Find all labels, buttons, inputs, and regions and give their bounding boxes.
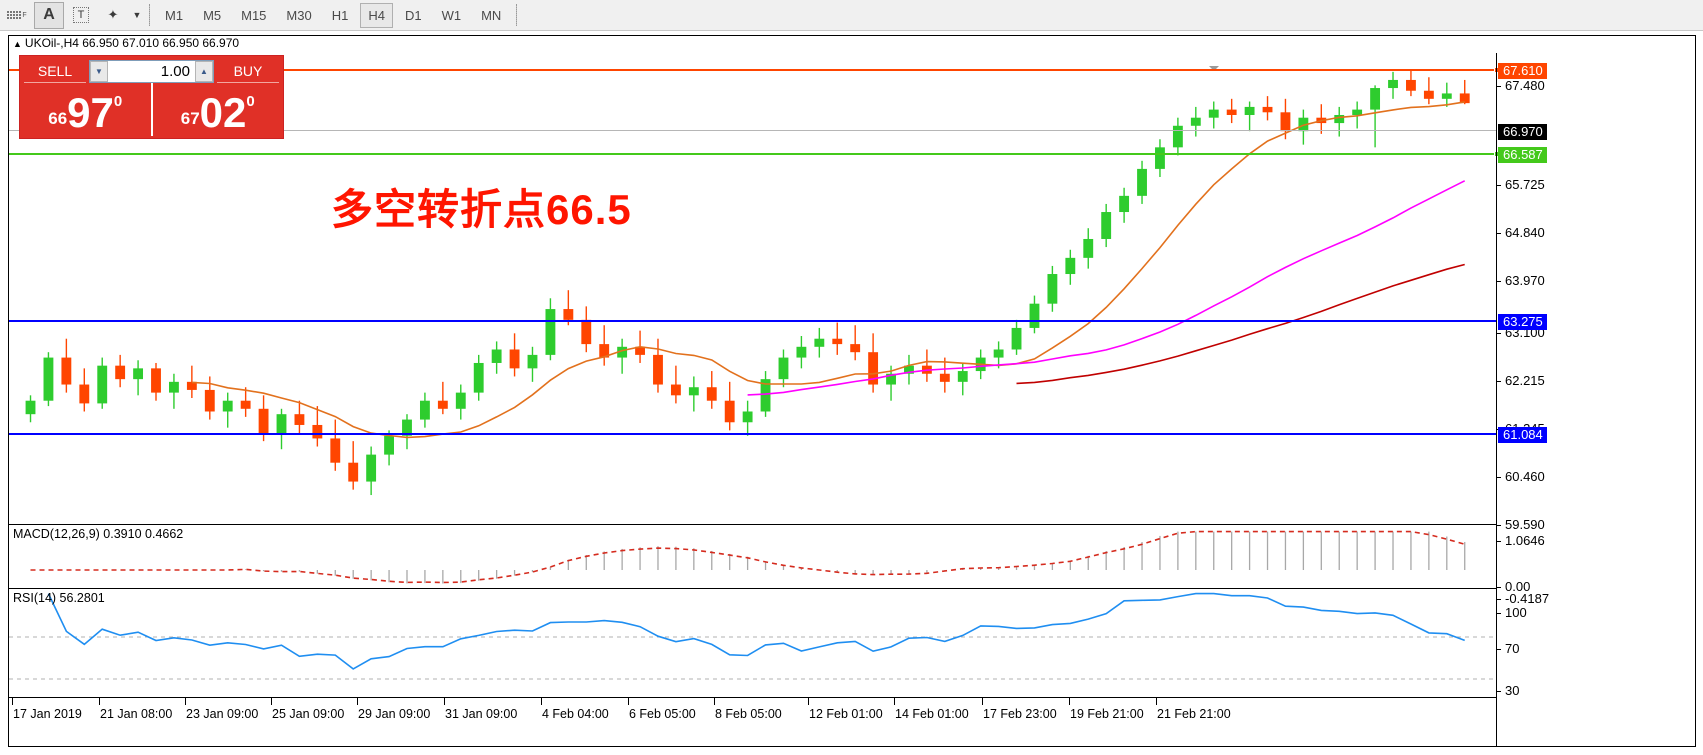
rsi-tick: 30 — [1497, 683, 1519, 698]
support-label[interactable]: 66.587 — [1498, 147, 1547, 163]
timeframe-h4[interactable]: H4 — [360, 2, 393, 28]
rsi-series — [9, 592, 1497, 680]
time-tick: 25 Jan 09:00 — [270, 697, 345, 721]
chevron-down-icon[interactable]: ▼ — [132, 10, 142, 20]
buy-price-display[interactable]: 67 02 0 — [150, 83, 284, 136]
price-pane[interactable]: 多空转折点66.5 — [9, 53, 1500, 522]
timeframe-m30[interactable]: M30 — [286, 7, 312, 23]
candlestick-series — [25, 69, 1470, 496]
rsi-pane[interactable]: RSI(14) 56.2801 — [9, 588, 1497, 696]
sell-price-big: 66 — [48, 109, 68, 128]
time-tick: 4 Feb 04:00 — [541, 697, 609, 721]
sell-price-small: 0 — [113, 93, 123, 110]
time-tick: 17 Jan 2019 — [12, 697, 82, 721]
sell-price-mid: 97 — [67, 89, 114, 136]
grid-toggle-icon[interactable]: F — [2, 2, 32, 29]
current-price-line — [9, 130, 1497, 131]
timeframe-mn[interactable]: MN — [481, 7, 502, 23]
price-tick: 60.460 — [1497, 469, 1545, 484]
toolbar-divider — [149, 4, 150, 26]
time-tick: 21 Jan 08:00 — [98, 697, 173, 721]
sell-price-display[interactable]: 66 97 0 — [20, 83, 151, 136]
support-line[interactable] — [9, 151, 1500, 157]
order-panel-top: SELL ▼ 1.00 ▲ BUY — [20, 56, 283, 83]
current-price-label: 66.970 — [1498, 124, 1547, 140]
time-tick: 14 Feb 01:00 — [894, 697, 969, 721]
chart-window: ▲ UKOil-,H4 66.950 67.010 66.950 66.970 多… — [8, 35, 1696, 747]
timeframe-m1[interactable]: M1 — [165, 7, 184, 23]
rsi-label: RSI(14) 56.2801 — [13, 591, 105, 605]
chart-header: ▲ UKOil-,H4 66.950 67.010 66.950 66.970 — [9, 36, 1695, 52]
time-tick: 17 Feb 23:00 — [982, 697, 1057, 721]
macd-label: MACD(12,26,9) 0.3910 0.4662 — [13, 527, 184, 541]
time-tick: 29 Jan 09:00 — [356, 697, 431, 721]
collapse-icon[interactable]: ▲ — [13, 39, 22, 49]
text-object-icon[interactable]: T — [66, 2, 96, 29]
buy-price-big: 67 — [180, 109, 200, 128]
price-tick: 67.480 — [1497, 78, 1545, 93]
buy-price-mid: 02 — [199, 89, 247, 136]
time-tick: 6 Feb 05:00 — [628, 697, 696, 721]
toolbar-divider-2 — [516, 4, 518, 26]
time-tick: 21 Feb 21:00 — [1156, 697, 1231, 721]
macd-tick: 1.0646 — [1497, 533, 1545, 548]
time-tick: 19 Feb 21:00 — [1069, 697, 1144, 721]
line-label-63275[interactable]: 63.275 — [1498, 314, 1547, 330]
macd-tick: -0.4187 — [1497, 591, 1549, 606]
volume-decrement-icon[interactable]: ▼ — [90, 60, 108, 82]
time-tick: 23 Jan 09:00 — [184, 697, 259, 721]
time-tick: 8 Feb 05:00 — [714, 697, 782, 721]
time-axis: 17 Jan 2019 21 Jan 08:00 23 Jan 09:00 25… — [9, 697, 1497, 746]
macd-series — [30, 530, 1466, 584]
volume-input[interactable]: ▼ 1.00 ▲ — [89, 59, 214, 83]
resistance-line-61084[interactable] — [9, 433, 1497, 435]
resistance-line-63275[interactable] — [9, 320, 1497, 322]
buy-button[interactable]: BUY — [217, 59, 279, 83]
timeframe-h1[interactable]: H1 — [331, 7, 349, 23]
timeframe-m5[interactable]: M5 — [203, 7, 222, 23]
macd-tick: 0.00 — [1497, 579, 1530, 594]
timeframe-d1[interactable]: D1 — [404, 7, 422, 23]
price-tick: 63.970 — [1497, 273, 1545, 288]
price-tick: 62.215 — [1497, 373, 1545, 388]
time-tick: 31 Jan 09:00 — [443, 697, 518, 721]
time-tick: 12 Feb 01:00 — [808, 697, 883, 721]
volume-increment-icon[interactable]: ▲ — [195, 60, 213, 82]
price-tick: 59.590 — [1497, 517, 1545, 532]
price-scale[interactable]: 67.480 65.725 64.840 63.970 63.100 62.21… — [1496, 53, 1695, 746]
one-click-trading-panel[interactable]: SELL ▼ 1.00 ▲ BUY 66 97 0 67 02 0 — [19, 55, 284, 139]
timeframe-m15[interactable]: M15 — [241, 7, 267, 23]
rsi-tick: 100 — [1497, 605, 1527, 620]
line-label-61084[interactable]: 61.084 — [1498, 427, 1547, 443]
timeframe-w1[interactable]: W1 — [441, 7, 462, 23]
scroll-indicator-icon[interactable] — [1209, 66, 1219, 71]
rsi-tick: 70 — [1497, 641, 1519, 656]
order-panel-prices: 66 97 0 67 02 0 — [20, 83, 283, 136]
macd-pane[interactable]: MACD(12,26,9) 0.3910 0.4662 — [9, 524, 1497, 586]
price-tick: 64.840 — [1497, 225, 1545, 240]
text-label-icon[interactable]: A — [34, 1, 64, 29]
objects-icon[interactable]: ✦ — [107, 7, 119, 22]
buy-price-small: 0 — [246, 93, 255, 110]
main-toolbar: F A T ✦ ▼ M1 M5 M15 M30 H1 H4 D1 W1 MN — [0, 0, 1703, 31]
price-tick: 65.725 — [1497, 177, 1545, 192]
chart-annotation: 多空转折点66.5 — [331, 186, 632, 233]
take-profit-label[interactable]: 67.610 — [1498, 63, 1547, 79]
sell-button[interactable]: SELL — [24, 59, 86, 83]
volume-value[interactable]: 1.00 — [160, 62, 190, 80]
chart-header-text: UKOil-,H4 66.950 67.010 66.950 66.970 — [24, 36, 240, 50]
